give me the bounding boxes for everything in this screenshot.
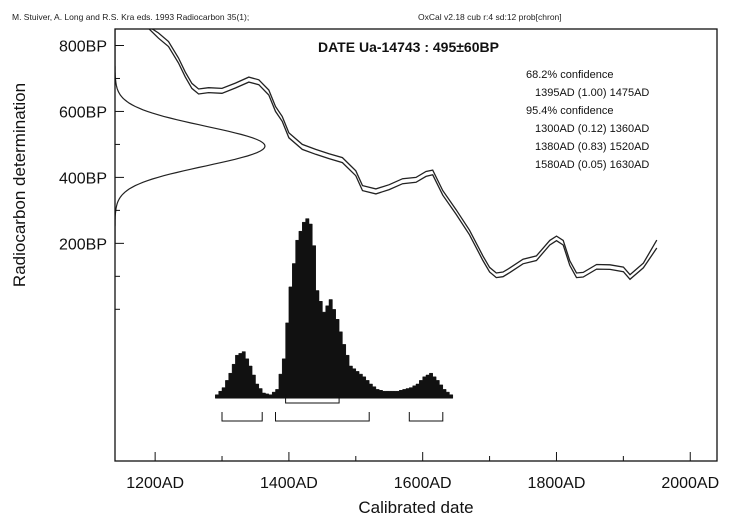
clipped-layer xyxy=(115,29,658,281)
chart-title: DATE Ua-14743 : 495±60BP xyxy=(318,39,499,55)
y-tick-label: 200BP xyxy=(59,236,107,253)
sigma2-label: 95.4% confidence xyxy=(526,105,613,117)
calibrated-distribution xyxy=(215,218,454,399)
x-tick-label: 2000AD xyxy=(661,475,719,492)
sigma2-range-bracket xyxy=(221,412,263,422)
sigma1-range-1: 1395AD (1.00) 1475AD xyxy=(535,87,649,99)
calibration-curve-upper xyxy=(151,29,658,276)
plot-area: 1200AD 1400AD 1600AD 1800AD 2000AD 800BP 600BP… xyxy=(59,29,719,492)
sigma2-range-bracket xyxy=(408,412,444,422)
y-axis-title: Radiocarbon determination xyxy=(10,83,29,287)
calibration-curve-lower xyxy=(148,29,658,281)
radiocarbon-distribution-curve xyxy=(115,29,266,244)
x-tick-label: 1400AD xyxy=(260,475,318,492)
header-citation: M. Stuiver, A. Long and R.S. Kra eds. 19… xyxy=(12,12,249,22)
sigma1-range-bracket xyxy=(285,394,340,404)
y-tick-label: 400BP xyxy=(59,170,107,187)
x-tick-label: 1200AD xyxy=(126,475,184,492)
sigma2-range-2: 1380AD (0.83) 1520AD xyxy=(535,141,649,153)
sigma2-range-bracket xyxy=(275,412,370,422)
header-software: OxCal v2.18 cub r:4 sd:12 prob[chron] xyxy=(418,12,562,22)
sigma2-range-1: 1300AD (0.12) 1360AD xyxy=(535,123,649,135)
plot-frame xyxy=(114,28,718,462)
sigma1-label: 68.2% confidence xyxy=(526,69,613,81)
x-tick-label: 1600AD xyxy=(394,475,452,492)
y-tick-label: 800BP xyxy=(59,38,107,55)
x-tick-label: 1800AD xyxy=(528,475,586,492)
y-tick-label: 600BP xyxy=(59,104,107,121)
sigma2-range-3: 1580AD (0.05) 1630AD xyxy=(535,159,649,171)
x-axis-title: Calibrated date xyxy=(358,498,473,517)
